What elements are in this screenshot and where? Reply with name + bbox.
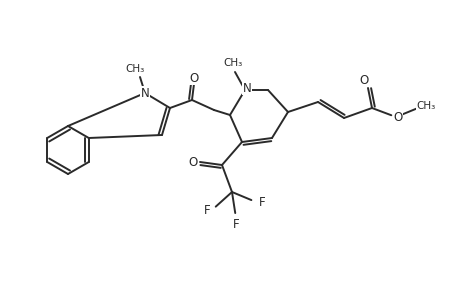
Text: O: O (358, 74, 368, 86)
Text: N: N (140, 86, 149, 100)
Text: CH₃: CH₃ (125, 64, 144, 74)
Text: F: F (203, 205, 210, 218)
Text: CH₃: CH₃ (415, 101, 435, 111)
Text: CH₃: CH₃ (223, 58, 242, 68)
Text: F: F (258, 196, 265, 208)
Text: O: O (188, 155, 197, 169)
Text: O: O (189, 71, 198, 85)
Text: F: F (232, 218, 239, 230)
Text: O: O (392, 110, 402, 124)
Text: N: N (242, 82, 251, 94)
